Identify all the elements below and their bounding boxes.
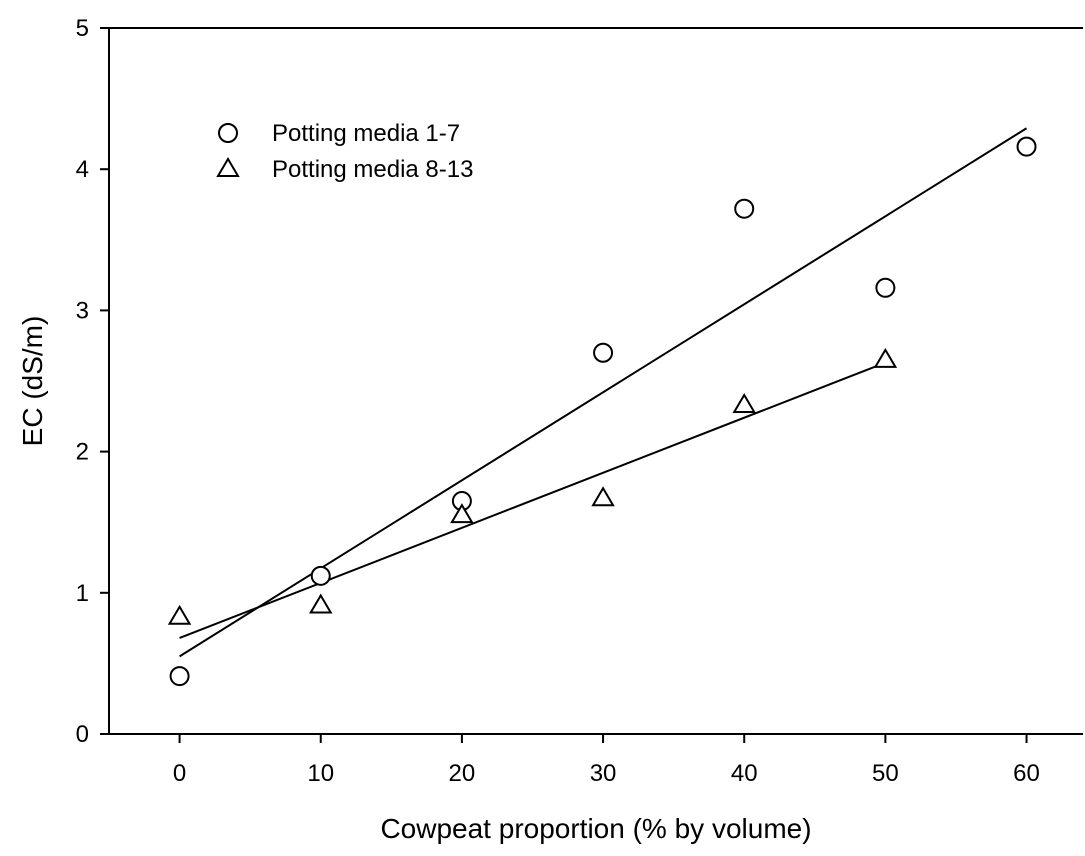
axes (108, 27, 1083, 735)
y-tick-label: 1 (76, 580, 89, 607)
triangle-data-point (450, 503, 474, 524)
fit-lines (179, 127, 1028, 658)
y-tick-label: 5 (76, 15, 89, 42)
y-tick-label: 2 (76, 439, 89, 466)
x-tick-label: 30 (590, 760, 617, 787)
x-tick-label: 10 (307, 760, 334, 787)
triangle-data-point (873, 347, 898, 368)
x-tick-label: 60 (1013, 760, 1040, 787)
x-axis-title: Cowpeat proportion (% by volume) (380, 813, 811, 844)
triangle-data-point (167, 604, 192, 625)
y-ticks: 0 1 2 3 4 5 (76, 15, 109, 748)
circle-data-point (593, 342, 614, 363)
legend-label-series-2: Potting media 8-13 (272, 156, 473, 183)
legend-label-series-1: Potting media 1-7 (272, 120, 460, 147)
circle-data-point (875, 277, 896, 298)
x-tick-label: 20 (449, 760, 476, 787)
triangle-data-point (308, 593, 333, 614)
circle-data-point (1016, 136, 1037, 157)
x-tick-label: 40 (731, 760, 758, 787)
y-tick-label: 3 (76, 297, 89, 324)
x-ticks: 0 10 20 30 40 50 60 (173, 734, 1040, 787)
data-markers (167, 136, 1037, 687)
legend-triangle-marker (216, 157, 240, 177)
y-tick-label: 4 (76, 156, 89, 183)
fit-line-series-2 (179, 361, 886, 639)
x-tick-label: 0 (173, 760, 186, 787)
x-tick-label: 50 (872, 760, 899, 787)
triangle-data-point (732, 393, 756, 414)
triangle-data-point (591, 486, 615, 507)
circle-data-point (169, 666, 190, 687)
y-tick-label: 0 (76, 721, 89, 748)
circle-data-point (310, 565, 331, 586)
circle-data-point (734, 198, 755, 219)
legend-circle-marker (218, 123, 238, 143)
legend: Potting media 1-7 Potting media 8-13 (216, 120, 473, 183)
y-axis-title: EC (dS/m) (17, 316, 48, 447)
fit-line-series-1 (179, 127, 1028, 658)
